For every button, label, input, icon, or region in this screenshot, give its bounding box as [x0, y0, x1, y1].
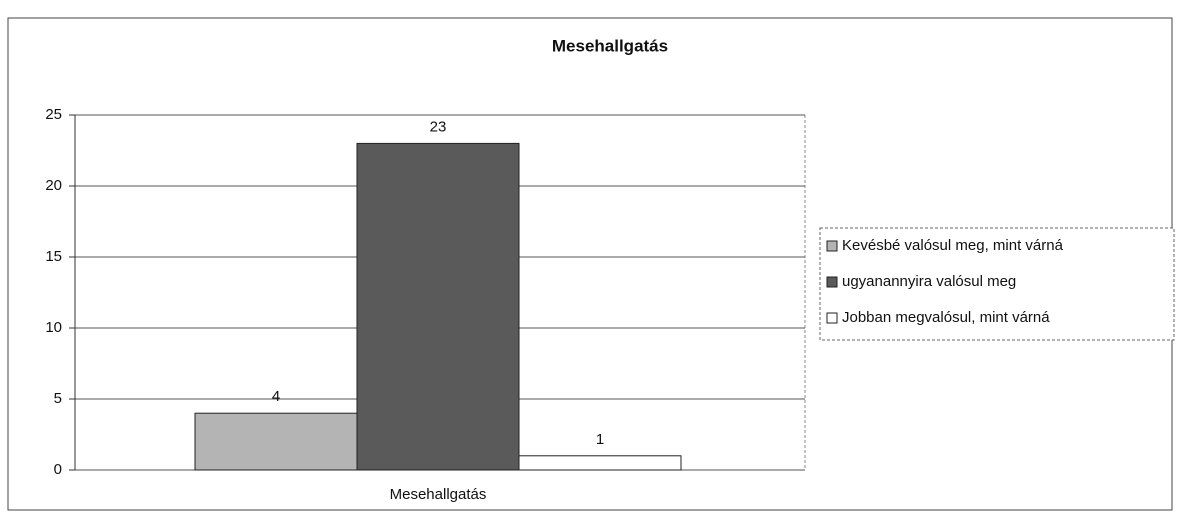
bar — [194, 412, 358, 471]
y-tick-label: 0 — [54, 461, 62, 478]
chart-title: Mesehallgatás — [552, 36, 668, 55]
y-tick-label: 15 — [45, 248, 62, 265]
y-tick-label: 10 — [45, 319, 62, 336]
data-label: 23 — [430, 118, 447, 135]
legend-label: Kevésbé valósul meg, mint várná — [842, 237, 1064, 254]
y-tick-label: 5 — [54, 390, 62, 407]
x-tick-label: Mesehallgatás — [390, 486, 487, 503]
legend — [819, 227, 1175, 341]
bar — [518, 455, 682, 471]
legend-swatch — [826, 240, 838, 252]
legend-label: ugyanannyira valósul meg — [842, 273, 1016, 290]
y-tick-label: 25 — [45, 106, 62, 123]
legend-swatch — [826, 276, 838, 288]
y-tick-label: 20 — [45, 177, 62, 194]
bar — [356, 142, 520, 471]
legend-label: Jobban megvalósul, mint várná — [842, 309, 1050, 326]
data-label: 1 — [596, 431, 604, 448]
legend-swatch — [826, 312, 838, 324]
data-label: 4 — [272, 388, 280, 405]
